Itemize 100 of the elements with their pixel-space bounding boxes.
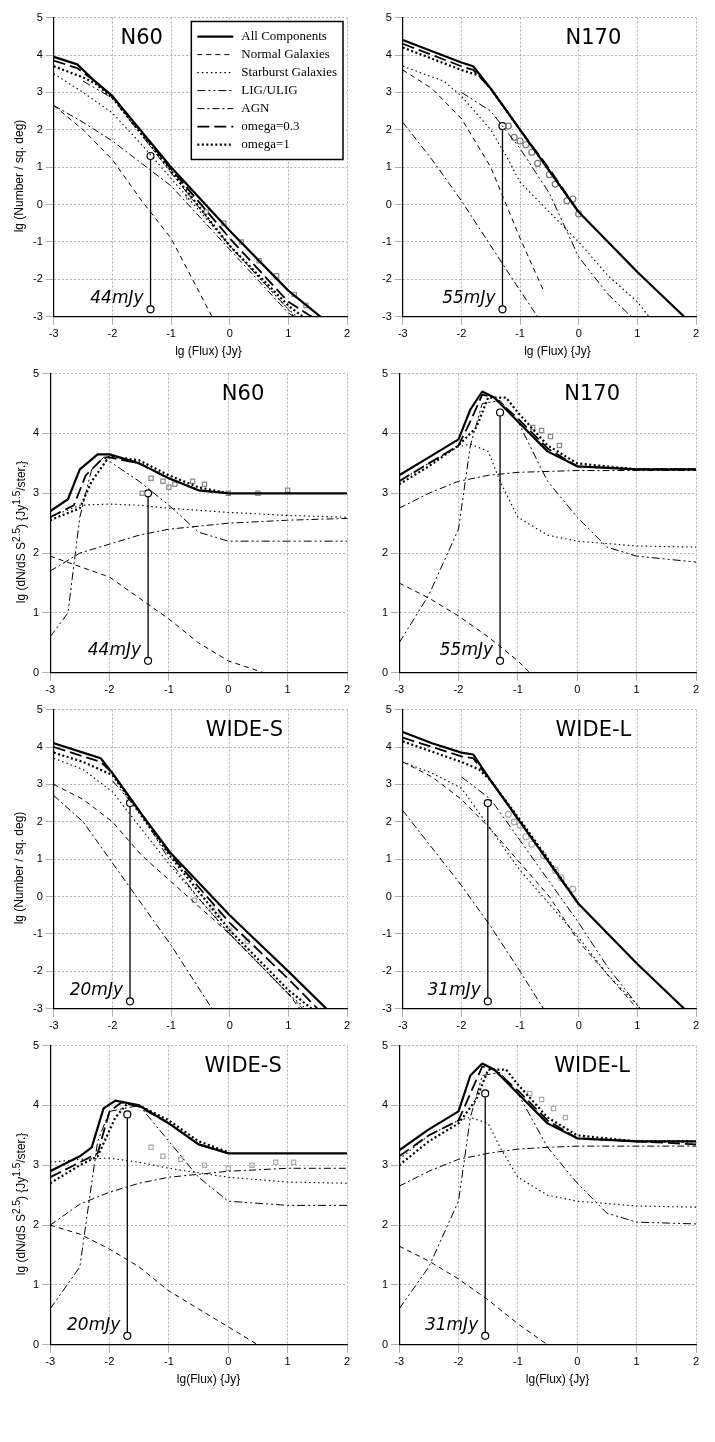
annotation: 31mJy xyxy=(424,1313,480,1334)
x-tick-label: -1 xyxy=(512,683,523,696)
legend-label: Normal Galaxies xyxy=(241,46,330,62)
legend-label: LIG/ULIG xyxy=(241,82,298,98)
annotation: 44mJy xyxy=(87,638,143,659)
y-tick-label: 1 xyxy=(36,160,43,173)
y-tick-label: 1 xyxy=(385,160,392,173)
annotation: 44mJy xyxy=(90,287,145,308)
chart-title: N60 xyxy=(221,380,265,405)
y-tick-label: 3 xyxy=(32,1158,40,1171)
y-tick-label: -3 xyxy=(382,1001,392,1014)
x-axis-title: lg (Flux) {Jy} xyxy=(174,344,243,360)
x-tick-label: 0 xyxy=(225,683,232,696)
x-tick-label: -2 xyxy=(453,1355,464,1368)
x-tick-label: -1 xyxy=(166,1019,176,1032)
y-tick-label: -1 xyxy=(33,235,43,248)
y-tick-label: 0 xyxy=(385,197,392,210)
chart-title: N60 xyxy=(120,24,163,49)
annotation: 20mJy xyxy=(67,1313,122,1334)
y-tick-label: 3 xyxy=(385,777,392,790)
x-tick-label: 1 xyxy=(634,327,641,340)
x-tick-label: -2 xyxy=(453,683,464,696)
y-tick-label: 2 xyxy=(385,814,392,827)
x-tick-label: -2 xyxy=(456,1019,467,1032)
y-tick-label: 4 xyxy=(385,740,392,753)
annotation: 20mJy xyxy=(69,979,124,1000)
y-tick-label: 3 xyxy=(36,85,43,98)
x-tick-label: -2 xyxy=(107,1019,118,1032)
y-tick-label: 5 xyxy=(385,10,392,23)
y-tick-label: 0 xyxy=(36,197,43,210)
y-tick-label: 5 xyxy=(32,1038,40,1051)
y-tick-label: -2 xyxy=(33,272,43,285)
legend-label: omega=1 xyxy=(241,136,290,152)
y-tick-label: 0 xyxy=(36,889,43,902)
y-tick-label: -3 xyxy=(33,309,43,322)
x-tick-label: 0 xyxy=(225,1355,232,1368)
x-tick-label: 2 xyxy=(343,1355,351,1368)
x-tick-label: 0 xyxy=(575,1019,582,1032)
x-tick-label: 1 xyxy=(284,683,291,696)
y-tick-label: 0 xyxy=(381,665,389,678)
x-axis-title: lg(Flux) {Jy} xyxy=(175,1372,242,1388)
annotation: 31mJy xyxy=(427,979,482,1000)
x-tick-label: 1 xyxy=(285,1019,292,1032)
y-tick-label: -2 xyxy=(33,964,43,977)
y-tick-label: 2 xyxy=(32,546,40,559)
y-tick-label: 4 xyxy=(385,48,392,61)
y-tick-label: -2 xyxy=(382,964,392,977)
x-tick-label: 2 xyxy=(692,1019,700,1032)
x-tick-label: -1 xyxy=(512,1355,523,1368)
x-tick-label: -1 xyxy=(515,1019,525,1032)
chart-title: WIDE-L xyxy=(554,1052,631,1077)
y-tick-label: 4 xyxy=(32,426,40,439)
x-tick-label: -1 xyxy=(166,327,176,340)
y-tick-label: 1 xyxy=(381,1277,389,1290)
y-tick-label: 5 xyxy=(32,366,40,379)
x-tick-label: 0 xyxy=(575,327,582,340)
y-tick-label: 2 xyxy=(32,1218,40,1231)
legend-label: AGN xyxy=(241,100,271,116)
y-tick-label: 0 xyxy=(385,889,392,902)
y-tick-label: 2 xyxy=(36,814,43,827)
chart-title: WIDE-S xyxy=(205,716,284,741)
y-tick-label: 3 xyxy=(381,486,389,499)
y-tick-label: -1 xyxy=(33,927,43,940)
x-tick-label: 1 xyxy=(633,683,640,696)
x-tick-label: 2 xyxy=(692,327,700,340)
y-tick-label: 2 xyxy=(381,546,389,559)
x-tick-label: -1 xyxy=(163,1355,174,1368)
x-tick-label: -1 xyxy=(163,683,174,696)
x-tick-label: -3 xyxy=(48,327,59,340)
x-tick-label: 0 xyxy=(574,1355,581,1368)
x-tick-label: 1 xyxy=(284,1355,291,1368)
y-tick-label: 1 xyxy=(385,852,392,865)
x-tick-label: -2 xyxy=(456,327,467,340)
y-tick-label: -3 xyxy=(33,1001,43,1014)
x-tick-label: 2 xyxy=(692,683,700,696)
x-tick-label: 2 xyxy=(343,683,351,696)
y-tick-label: -1 xyxy=(382,235,392,248)
y-tick-label: 1 xyxy=(381,605,389,618)
x-tick-label: 1 xyxy=(633,1355,640,1368)
x-axis-title: lg (Flux) {Jy} xyxy=(523,344,592,360)
y-tick-label: 4 xyxy=(381,426,389,439)
y-tick-label: 3 xyxy=(32,486,40,499)
y-tick-label: 2 xyxy=(36,122,43,135)
y-tick-label: 2 xyxy=(385,122,392,135)
x-tick-label: 0 xyxy=(226,1019,233,1032)
legend-label: omega=0.3 xyxy=(241,118,300,134)
chart-title: WIDE-S xyxy=(204,1052,282,1077)
x-axis-title: lg(Flux) {Jy} xyxy=(524,1372,591,1388)
chart-title: N170 xyxy=(564,380,620,405)
x-tick-label: 1 xyxy=(634,1019,641,1032)
legend-label: Starburst Galaxies xyxy=(241,64,337,80)
x-tick-label: -3 xyxy=(45,683,56,696)
y-tick-label: 4 xyxy=(381,1098,389,1111)
x-tick-label: 2 xyxy=(343,327,351,340)
x-tick-label: -3 xyxy=(45,1355,56,1368)
annotation: 55mJy xyxy=(442,287,497,308)
x-tick-label: -3 xyxy=(394,1355,405,1368)
y-tick-label: 0 xyxy=(32,1337,40,1350)
x-tick-label: 2 xyxy=(692,1355,700,1368)
y-tick-label: 1 xyxy=(32,605,40,618)
